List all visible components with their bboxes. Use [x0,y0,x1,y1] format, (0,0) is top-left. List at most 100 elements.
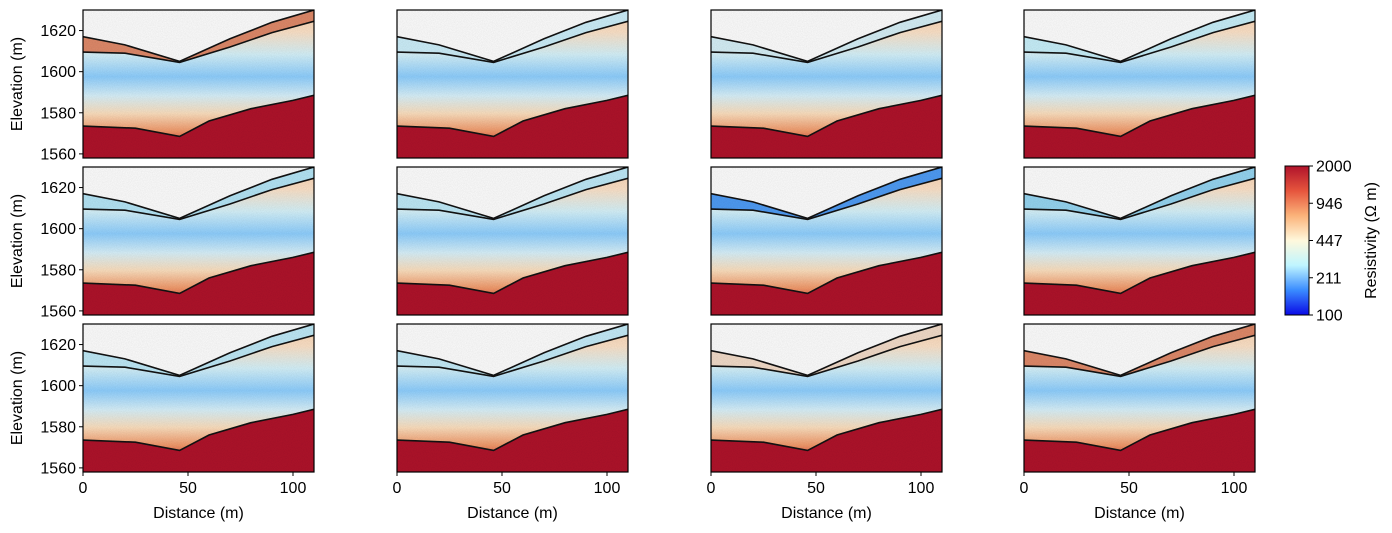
ytick-label: 1620 [40,180,76,197]
panel-3 [710,9,943,159]
axes-frame [82,323,315,473]
axes-frame [1023,9,1256,159]
ytick-label: 1600 [40,378,76,395]
panel-1: 1560 1580 1600 1620 Elevation (m) [9,9,315,163]
xtick-label: 100 [908,480,935,497]
colorbar-gradient [1285,166,1309,315]
y-axis-label: Elevation (m) [9,351,26,445]
panel-2 [396,9,629,159]
layer-boundary-line [83,177,314,221]
axes-frame [82,9,315,159]
surface-line [397,324,628,377]
ytick-label: 1560 [40,303,76,320]
layer-boundary-line [397,334,628,378]
axes-frame [396,166,629,316]
axes-frame [82,166,315,316]
bedrock-boundary-line [711,94,942,138]
x-axis-label: Distance (m) [467,505,558,522]
xtick-label: 100 [1221,480,1248,497]
layer-boundary-line [83,20,314,64]
panel-11: 0 50 100 Distance (m) [707,323,943,522]
ytick-label: 1600 [40,221,76,238]
ytick-label: 1560 [40,146,76,163]
axes-frame [710,9,943,159]
xtick-label: 0 [1020,480,1029,497]
colorbar-tick-label: 447 [1316,233,1343,250]
colorbar-tick-label: 100 [1316,308,1343,325]
layer-boundary-line [711,177,942,221]
bedrock-boundary-line [1024,408,1255,452]
layer-boundary-line [83,334,314,378]
y-axis-label: Elevation (m) [9,194,26,288]
xtick-label: 0 [79,480,88,497]
panel-8 [1023,166,1256,316]
surface-line [711,324,942,377]
panel-10: 0 50 100 Distance (m) [393,323,629,522]
xtick-label: 50 [807,480,825,497]
panel-4 [1023,9,1256,159]
panel-7 [710,166,943,316]
surface-line [1024,324,1255,377]
ytick-label: 1580 [40,105,76,122]
ytick-label: 1580 [40,419,76,436]
xtick-label: 50 [1120,480,1138,497]
axes-frame [710,323,943,473]
y-axis-label: Elevation (m) [9,37,26,131]
xtick-label: 50 [179,480,197,497]
bedrock-boundary-line [397,251,628,295]
layer-boundary-line [1024,334,1255,378]
bedrock-boundary-line [83,94,314,138]
layer-boundary-line [711,334,942,378]
layer-boundary-line [397,20,628,64]
panel-5: 1560 1580 1600 1620 Elevation (m) [9,166,315,320]
layer-boundary-line [711,20,942,64]
colorbar: 2000 946 447 211 100 Resistivity (Ω m) [1284,159,1380,325]
axes-frame [710,166,943,316]
surface-line [83,10,314,63]
bedrock-boundary-line [397,408,628,452]
xtick-label: 100 [280,480,307,497]
colorbar-tick-label: 211 [1316,270,1342,287]
xtick-label: 0 [393,480,402,497]
bedrock-boundary-line [83,408,314,452]
ytick-label: 1620 [40,23,76,40]
bedrock-boundary-line [1024,94,1255,138]
ytick-label: 1560 [40,460,76,477]
xtick-label: 0 [707,480,716,497]
surface-line [1024,10,1255,63]
axes-frame [396,323,629,473]
colorbar-tick-label: 946 [1316,196,1343,213]
bedrock-boundary-line [397,94,628,138]
panel-9: 1560 1580 1600 1620 Elevation (m) 0 50 100 Dista… [9,323,315,522]
bedrock-boundary-line [711,408,942,452]
ytick-label: 1620 [40,337,76,354]
layer-boundary-line [1024,177,1255,221]
panel-12: 0 50 100 Distance (m) [1020,323,1256,522]
x-axis-label: Distance (m) [1094,505,1185,522]
layer-boundary-line [1024,20,1255,64]
x-axis-label: Distance (m) [153,505,244,522]
bedrock-boundary-line [1024,251,1255,295]
xtick-label: 100 [594,480,621,497]
surface-line [1024,167,1255,220]
x-axis-label: Distance (m) [781,505,872,522]
bedrock-boundary-line [711,251,942,295]
bedrock-boundary-line [83,251,314,295]
surface-line [83,324,314,377]
colorbar-label: Resistivity (Ω m) [1363,182,1380,299]
layer-boundary-line [397,177,628,221]
surface-line [711,167,942,220]
surface-line [83,167,314,220]
axes-frame [396,9,629,159]
surface-line [711,10,942,63]
surface-line [397,10,628,63]
axes-frame [1023,166,1256,316]
xtick-label: 50 [493,480,511,497]
ytick-label: 1600 [40,64,76,81]
surface-line [397,167,628,220]
panel-6 [396,166,629,316]
colorbar-tick-label: 2000 [1316,159,1352,176]
axes-frame [1023,323,1256,473]
ytick-label: 1580 [40,262,76,279]
